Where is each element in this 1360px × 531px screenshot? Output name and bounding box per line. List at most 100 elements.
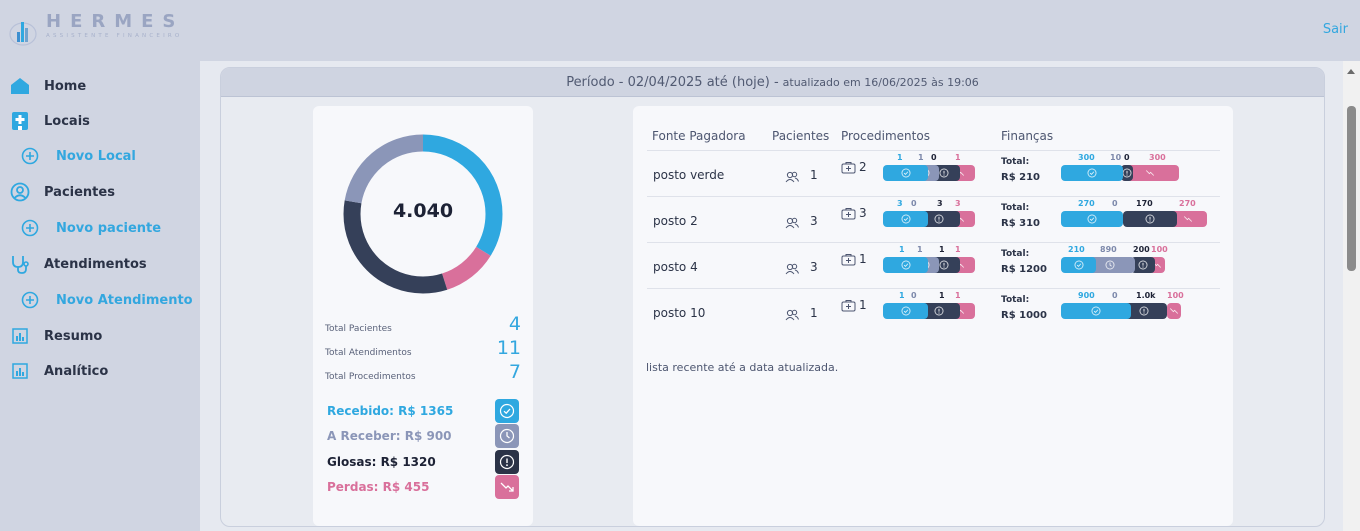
stat-label: Total Atendimentos: [325, 348, 412, 358]
user-circle-icon: [10, 182, 30, 202]
patients-count: 1: [810, 306, 818, 320]
logout-link[interactable]: Sair: [1322, 22, 1348, 37]
sidebar-item-label: Pacientes: [44, 184, 115, 200]
sidebar-item-pacientes[interactable]: Pacientes: [10, 182, 115, 202]
sidebar-item-label: Novo Atendimento: [56, 292, 193, 308]
payer-table-card: Fonte Pagadora Pacientes Procedimentos F…: [633, 106, 1233, 526]
patients-icon: [785, 306, 799, 325]
seg-glosas-count: 0: [931, 153, 937, 162]
stat-value: 11: [496, 337, 521, 359]
donut-total: 4.040: [392, 200, 454, 222]
sidebar-item-label: Novo paciente: [56, 220, 162, 236]
seg-recebido: [1061, 211, 1123, 227]
sidebar-item-novo-local[interactable]: Novo Local: [20, 146, 136, 166]
finance-total-label: Total:: [1001, 249, 1030, 259]
patients-count: 1: [810, 168, 818, 182]
seg-recebido-count: 3: [897, 199, 903, 208]
chart-icon: [10, 361, 30, 381]
table-row[interactable]: posto verde 1 2 1 1 0 1 Total: R$ 210 300 10 0 300: [647, 150, 1220, 196]
seg-glosas-count: 1: [939, 245, 945, 254]
stat-label: Total Pacientes: [325, 324, 392, 334]
legend-label: A Receber: R$ 900: [327, 429, 452, 443]
period-label: Período - 02/04/2025 até (hoje) -: [566, 75, 779, 90]
seg-recebido: [883, 257, 928, 273]
seg-recebido: [883, 303, 928, 319]
seg-perdas-count: 1: [955, 245, 961, 254]
seg-glosas: [1121, 303, 1167, 319]
seg-glosas-value: 0: [1124, 153, 1130, 162]
seg-glosas: [1131, 257, 1155, 273]
procedures-count: 1: [859, 298, 867, 312]
scrollbar[interactable]: [1343, 61, 1360, 531]
seg-recebido-value: 270: [1078, 199, 1095, 208]
donut-slice-a-receber[interactable]: [343, 134, 503, 294]
sidebar-item-atendimentos[interactable]: Atendimentos: [10, 254, 147, 274]
col-header-financas: Finanças: [1001, 129, 1054, 143]
hospital-icon: [10, 111, 30, 131]
seg-perdas: [1121, 165, 1179, 181]
patients-count: 3: [810, 260, 818, 274]
seg-perdas-count: 1: [955, 153, 961, 162]
seg-a-receber-value: 890: [1100, 245, 1117, 254]
seg-recebido: [1061, 165, 1123, 181]
sidebar-item-resumo[interactable]: Resumo: [10, 326, 102, 346]
donut-slice-glosas[interactable]: [343, 134, 503, 294]
period-bar: Período - 02/04/2025 até (hoje) - atualiz…: [221, 68, 1324, 97]
seg-perdas-count: 3: [955, 199, 961, 208]
scroll-up-arrow-icon[interactable]: [1347, 69, 1355, 74]
home-icon: [10, 76, 30, 96]
updated-at: atualizado em 16/06/2025 às 19:06: [782, 76, 979, 89]
payer-name: posto 10: [653, 306, 706, 320]
seg-a-receber-value: 0: [1112, 199, 1118, 208]
sidebar-item-home[interactable]: Home: [10, 76, 86, 96]
finance-total-value: R$ 210: [1001, 172, 1041, 183]
patients-icon: [785, 260, 799, 279]
seg-glosas-value: 170: [1136, 199, 1153, 208]
seg-recebido-value: 900: [1078, 291, 1095, 300]
seg-perdas-value: 100: [1151, 245, 1168, 254]
seg-recebido-count: 1: [899, 291, 905, 300]
sidebar-item-novo-paciente[interactable]: Novo paciente: [20, 218, 161, 238]
sidebar-item-locais[interactable]: Locais: [10, 111, 90, 131]
sidebar-item-label: Locais: [44, 113, 90, 129]
col-header-fonte: Fonte Pagadora: [652, 129, 746, 143]
sidebar-item-label: Atendimentos: [44, 256, 147, 272]
seg-perdas: [1169, 211, 1207, 227]
seg-perdas-value: 270: [1179, 199, 1196, 208]
sidebar-item-novo-atendimento[interactable]: Novo Atendimento: [20, 290, 193, 310]
payer-name: posto verde: [653, 168, 725, 182]
logo-subtitle: ASSISTENTE FINANCEIRO: [46, 33, 183, 39]
scrollbar-thumb[interactable]: [1347, 106, 1356, 271]
legend-a-receber: A Receber: R$ 900: [327, 424, 519, 448]
stat-label: Total Procedimentos: [325, 372, 416, 382]
sidebar-item-label: Analítico: [44, 363, 109, 379]
donut-chart: [343, 134, 503, 294]
finance-total-label: Total:: [1001, 157, 1030, 167]
trend-down-icon: [495, 475, 519, 499]
procedures-count: 1: [859, 252, 867, 266]
logo-mark-icon: [9, 22, 37, 46]
legend-glosas: Glosas: R$ 1320: [327, 450, 519, 474]
seg-recebido: [1061, 303, 1131, 319]
seg-a-receber-count: 0: [911, 199, 917, 208]
finance-total-label: Total:: [1001, 295, 1030, 305]
table-row[interactable]: posto 2 3 3 3 0 3 3 Total: R$ 310 270 0 170 270: [647, 196, 1220, 242]
finance-total-value: R$ 1200: [1001, 264, 1047, 275]
table-row[interactable]: posto 4 3 1 1 1 1 1 Total: R$ 1200 210 890 200 100: [647, 242, 1220, 288]
legend-label: Perdas: R$ 455: [327, 480, 430, 494]
plus-circle-icon: [20, 146, 40, 166]
legend-label: Glosas: R$ 1320: [327, 455, 436, 469]
alert-circle-icon: [495, 450, 519, 474]
patients-icon: [785, 168, 799, 187]
stat-total-atendimentos: Total Atendimentos 11: [325, 338, 521, 358]
stat-value: 4: [508, 313, 521, 335]
table-row[interactable]: posto 10 1 1 1 0 1 1 Total: R$ 1000 900 0 1.0k 100: [647, 288, 1220, 334]
sidebar-item-analitico[interactable]: Analítico: [10, 361, 108, 381]
patients-count: 3: [810, 214, 818, 228]
hermes-logo[interactable]: HERMES ASSISTENTE FINANCEIRO: [8, 12, 184, 46]
legend-perdas: Perdas: R$ 455: [327, 475, 519, 499]
procedures-count: 2: [859, 160, 867, 174]
seg-recebido: [883, 211, 928, 227]
seg-perdas-count: 1: [955, 291, 961, 300]
seg-a-receber-value: 0: [1112, 291, 1118, 300]
